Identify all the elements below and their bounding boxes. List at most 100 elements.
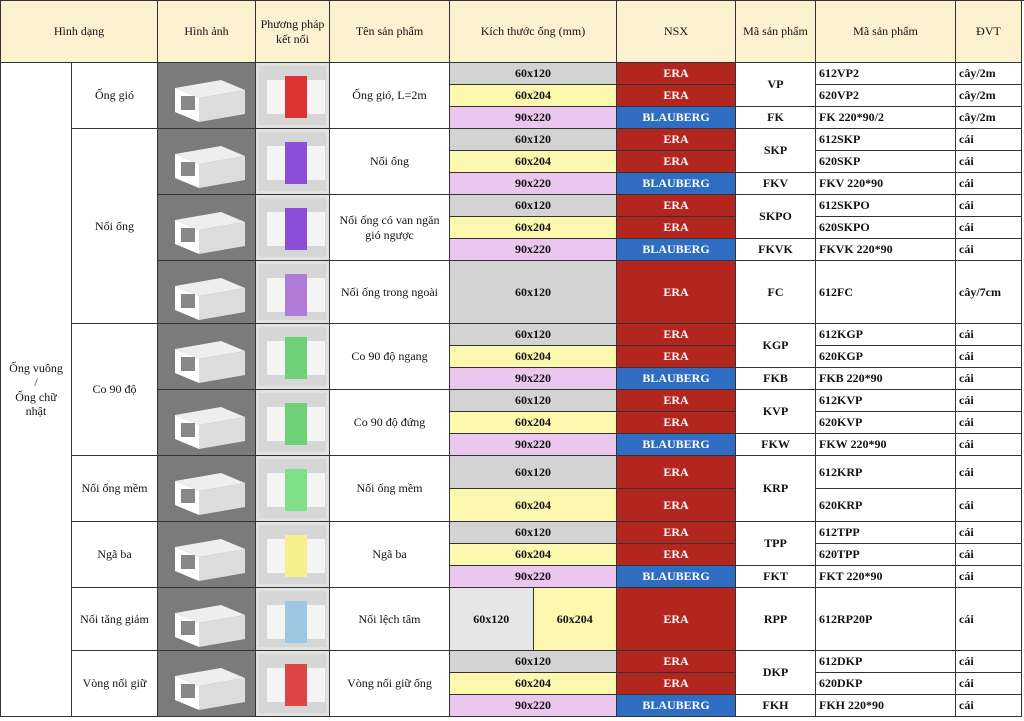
unit-cell: cái <box>956 434 1022 456</box>
full-code: FKB 220*90 <box>816 368 956 390</box>
product-image <box>175 278 245 320</box>
maker-cell: ERA <box>617 651 736 673</box>
image-cell <box>158 588 256 651</box>
size-cell: 60x120 <box>450 390 617 412</box>
full-code: 612TPP <box>816 522 956 544</box>
full-code: 612SKP <box>816 129 956 151</box>
connection-image <box>259 264 326 320</box>
size-cell: 60x204 <box>450 673 617 695</box>
maker-cell: BLAUBERG <box>617 368 736 390</box>
product-name: Nối ống có van ngăn gió ngược <box>330 195 450 261</box>
full-code: FKVK 220*90 <box>816 239 956 261</box>
group-name: Vòng nối giữ <box>72 651 158 717</box>
maker-cell: BLAUBERG <box>617 566 736 588</box>
maker-cell: ERA <box>617 195 736 217</box>
size-cell: 60x120 <box>450 522 617 544</box>
product-image <box>175 80 245 122</box>
full-code: FKW 220*90 <box>816 434 956 456</box>
image-cell <box>158 456 256 522</box>
connection-image <box>259 654 326 713</box>
full-code: 620TPP <box>816 544 956 566</box>
product-name: Ngã ba <box>330 522 450 588</box>
product-code: FKVK <box>736 239 816 261</box>
size-cell: 60x204 <box>450 489 617 522</box>
maker-cell: BLAUBERG <box>617 173 736 195</box>
unit-cell: cái <box>956 412 1022 434</box>
product-image <box>175 146 245 188</box>
unit-cell: cái <box>956 489 1022 522</box>
connection-cell <box>256 390 330 456</box>
full-code: 612DKP <box>816 651 956 673</box>
maker-cell: ERA <box>617 522 736 544</box>
header-cell: Phương pháp kết nối <box>256 1 330 63</box>
product-code: TPP <box>736 522 816 566</box>
unit-cell: cái <box>956 195 1022 217</box>
unit-cell: cái <box>956 368 1022 390</box>
full-code: 620VP2 <box>816 85 956 107</box>
category-name: Ống vuông / Ống chữ nhật <box>0 63 72 717</box>
maker-cell: ERA <box>617 151 736 173</box>
product-code: KVP <box>736 390 816 434</box>
image-cell <box>158 390 256 456</box>
product-name: Co 90 độ đứng <box>330 390 450 456</box>
product-image <box>175 539 245 581</box>
product-image <box>175 473 245 515</box>
size-cell: 60x204 <box>450 85 617 107</box>
image-cell <box>158 651 256 717</box>
unit-cell: cái <box>956 544 1022 566</box>
unit-cell: cây/2m <box>956 85 1022 107</box>
unit-cell: cái <box>956 456 1022 489</box>
product-name: Ống gió, L=2m <box>330 63 450 129</box>
product-name: Co 90 độ ngang <box>330 324 450 390</box>
full-code: 620SKP <box>816 151 956 173</box>
connection-image <box>259 591 326 647</box>
product-code: VP <box>736 63 816 107</box>
product-code: FKV <box>736 173 816 195</box>
image-cell <box>158 522 256 588</box>
size-cell: 90x220 <box>450 239 617 261</box>
product-code: FK <box>736 107 816 129</box>
full-code: FKT 220*90 <box>816 566 956 588</box>
maker-cell: ERA <box>617 324 736 346</box>
size-cell: 60x120 <box>450 195 617 217</box>
maker-cell: ERA <box>617 456 736 489</box>
maker-cell: ERA <box>617 63 736 85</box>
size-cell: 90x220 <box>450 107 617 129</box>
full-code: FKV 220*90 <box>816 173 956 195</box>
image-cell <box>158 63 256 129</box>
size-cell: 60x120 <box>450 651 617 673</box>
unit-cell: cái <box>956 324 1022 346</box>
header-cell: Hình ảnh <box>158 1 256 63</box>
product-name: Nối ống <box>330 129 450 195</box>
full-code: 612KRP <box>816 456 956 489</box>
maker-cell: ERA <box>617 346 736 368</box>
product-image <box>175 407 245 449</box>
full-code: FKH 220*90 <box>816 695 956 717</box>
group-name: Ngã ba <box>72 522 158 588</box>
image-cell <box>158 129 256 195</box>
group-name: Nối ống mềm <box>72 456 158 522</box>
maker-cell: ERA <box>617 412 736 434</box>
maker-cell: ERA <box>617 217 736 239</box>
unit-cell: cái <box>956 217 1022 239</box>
header-cell: Kích thước ống (mm) <box>450 1 617 63</box>
unit-cell: cái <box>956 566 1022 588</box>
header-cell: ĐVT <box>956 1 1022 63</box>
size-cell: 60x120 <box>450 324 617 346</box>
unit-cell: cây/7cm <box>956 261 1022 324</box>
maker-cell: ERA <box>617 588 736 651</box>
connection-cell <box>256 651 330 717</box>
unit-cell: cái <box>956 239 1022 261</box>
maker-cell: ERA <box>617 544 736 566</box>
header-cell: Mã sản phẩm <box>816 1 956 63</box>
group-name: Nối tăng giảm <box>72 588 158 651</box>
connection-image <box>259 327 326 386</box>
connection-cell <box>256 63 330 129</box>
unit-cell: cái <box>956 346 1022 368</box>
size-cell: 60x120 <box>450 456 617 489</box>
product-code: RPP <box>736 588 816 651</box>
header-cell: Tên sản phẩm <box>330 1 450 63</box>
product-code: SKPO <box>736 195 816 239</box>
full-code: 620KVP <box>816 412 956 434</box>
